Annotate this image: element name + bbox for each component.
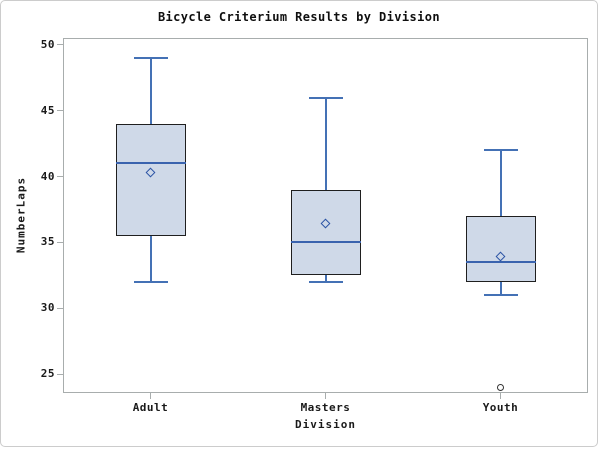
y-tick-label: 45	[40, 103, 55, 117]
y-tick-label: 25	[40, 367, 55, 381]
y-tick-label: 40	[40, 169, 55, 183]
whisker-cap-bottom	[308, 280, 343, 283]
y-tick-mark	[57, 241, 63, 243]
median-line	[115, 162, 186, 165]
box-masters	[290, 189, 361, 276]
plot-area: 25 30 35 40 45 50 Adult Masters Youth	[41, 38, 588, 414]
x-tick-mark	[325, 393, 326, 399]
x-axis-title: Division	[295, 418, 356, 431]
median-line	[290, 241, 361, 244]
x-tick-mark	[500, 393, 501, 399]
y-axis-title: NumberLaps	[14, 176, 28, 254]
whisker-upper	[324, 97, 327, 190]
y-tick-mark	[57, 44, 63, 46]
x-tick-label: Masters	[300, 401, 351, 414]
whisker-cap-bottom	[133, 280, 168, 283]
y-tick-label: 30	[40, 301, 55, 315]
y-tick-label: 50	[40, 37, 55, 51]
box-adult	[115, 123, 186, 236]
whisker-upper	[499, 150, 502, 217]
outlier-marker	[497, 383, 504, 391]
whisker-cap-bottom	[483, 294, 518, 297]
x-tick-label: Adult	[132, 401, 169, 414]
whisker-cap-top	[133, 57, 168, 60]
whisker-lower	[149, 235, 152, 282]
whisker-cap-top	[483, 149, 518, 152]
whisker-lower	[324, 275, 327, 282]
y-tick-mark	[57, 307, 63, 309]
y-tick-mark	[57, 373, 63, 375]
x-tick-label: Youth	[482, 401, 519, 414]
box-youth	[465, 216, 536, 282]
y-tick-mark	[57, 110, 63, 112]
y-tick-mark	[57, 176, 63, 178]
chart-title: Bicycle Criterium Results by Division	[157, 10, 441, 24]
median-line	[465, 261, 536, 264]
whisker-upper	[149, 58, 152, 124]
x-tick-mark	[150, 393, 151, 399]
y-tick-label: 35	[40, 235, 55, 249]
whisker-cap-top	[308, 96, 343, 99]
whisker-lower	[499, 281, 502, 296]
